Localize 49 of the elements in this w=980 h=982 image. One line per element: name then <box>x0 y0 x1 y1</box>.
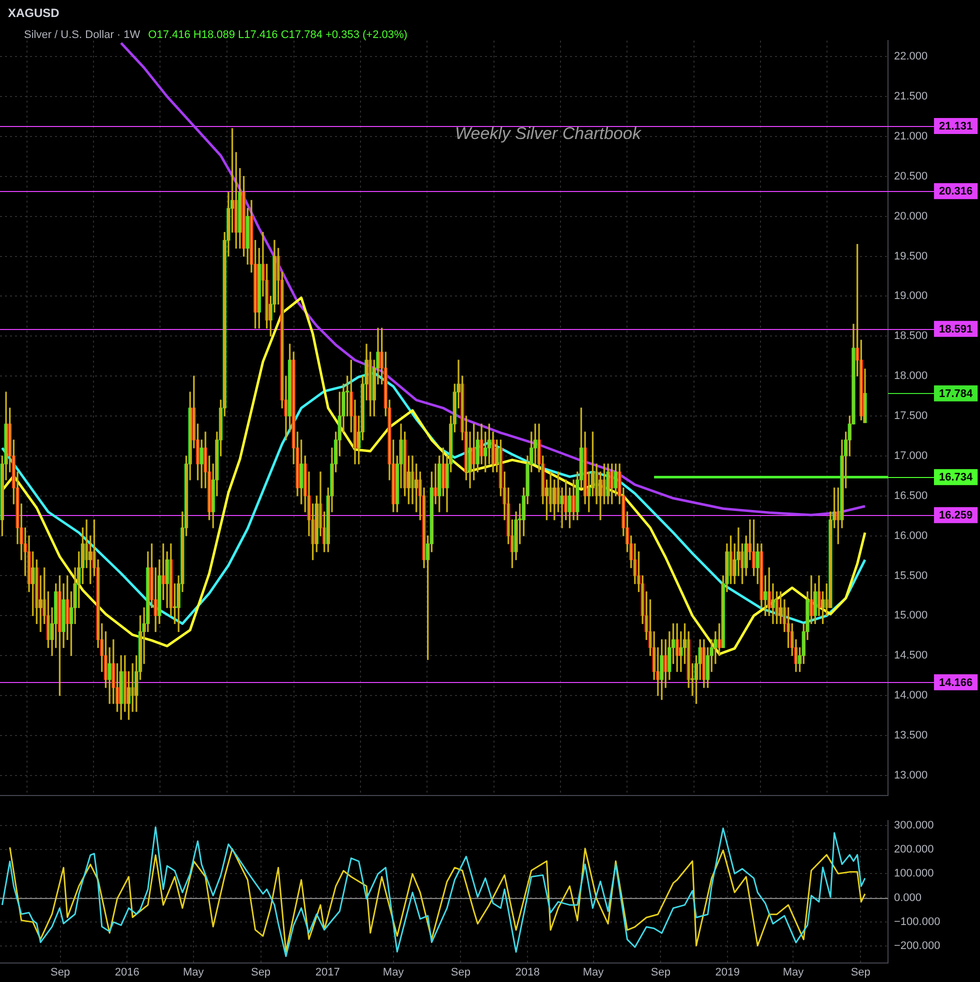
annotation: Weekly Silver Chartbook <box>455 124 641 144</box>
ref-line-label: 14.166 <box>938 676 973 689</box>
y-tick-label: 18.000 <box>894 370 928 382</box>
y-tick-label: 100.000 <box>894 868 934 880</box>
y-tick-label: 19.000 <box>894 290 928 302</box>
x-tick-label: Sep <box>450 966 470 978</box>
y-tick-label: 15.500 <box>894 570 928 582</box>
y-tick-label: −200.000 <box>894 940 940 952</box>
x-tick-label: Sep <box>850 966 870 978</box>
y-tick-label: 200.000 <box>894 844 934 856</box>
ref-line-label: 20.316 <box>938 186 973 198</box>
chart-title: XAGUSD <box>8 6 60 20</box>
text: 17.784 <box>938 388 974 400</box>
y-tick-label: 19.500 <box>894 250 928 262</box>
ref-line-label: 18.591 <box>938 323 973 336</box>
x-tick-label: May <box>382 966 404 978</box>
x-tick-label: 2019 <box>715 966 740 978</box>
y-tick-label: 13.000 <box>894 769 928 782</box>
x-tick-label: Sep <box>250 966 271 978</box>
y-tick-label: 13.500 <box>894 730 928 742</box>
y-tick-label: 14.000 <box>894 690 928 702</box>
chart-subtitle: Silver / U.S. Dollar · 1W <box>24 29 140 41</box>
y-tick-label: 20.000 <box>894 210 928 222</box>
y-tick-label: 16.000 <box>894 530 928 542</box>
x-tick-label: 2017 <box>315 966 340 978</box>
y-tick-label: 14.500 <box>894 650 928 662</box>
y-tick-label: −100.000 <box>894 916 940 928</box>
x-tick-label: May <box>782 966 804 978</box>
y-tick-label: 15.000 <box>894 610 928 622</box>
x-tick-label: Sep <box>50 966 70 978</box>
x-tick-label: 2016 <box>114 966 140 978</box>
legend-label: 16.734 <box>938 472 974 484</box>
y-tick-label: 22.000 <box>894 50 928 63</box>
x-tick-label: May <box>182 966 204 978</box>
y-tick-label: 18.500 <box>894 330 928 342</box>
y-tick-label: 300.000 <box>894 819 934 832</box>
y-tick-label: 20.500 <box>894 170 928 182</box>
ref-line-label: 21.131 <box>938 120 973 133</box>
y-tick-label: 21.000 <box>894 130 928 142</box>
y-tick-label: 17.000 <box>894 450 928 462</box>
ref-line-label: 16.259 <box>938 510 973 522</box>
y-tick-label: 21.500 <box>894 90 928 103</box>
x-tick-label: May <box>582 966 604 978</box>
y-tick-label: 0.000 <box>894 892 922 904</box>
y-tick-label: 16.500 <box>894 490 928 502</box>
x-tick-label: Sep <box>650 966 670 978</box>
annotation: O17.416 H18.089 L17.416 C17.784 +0.353 (+2.03%) <box>148 29 408 41</box>
x-tick-label: 2018 <box>515 966 540 978</box>
y-tick-label: 17.500 <box>894 410 928 422</box>
